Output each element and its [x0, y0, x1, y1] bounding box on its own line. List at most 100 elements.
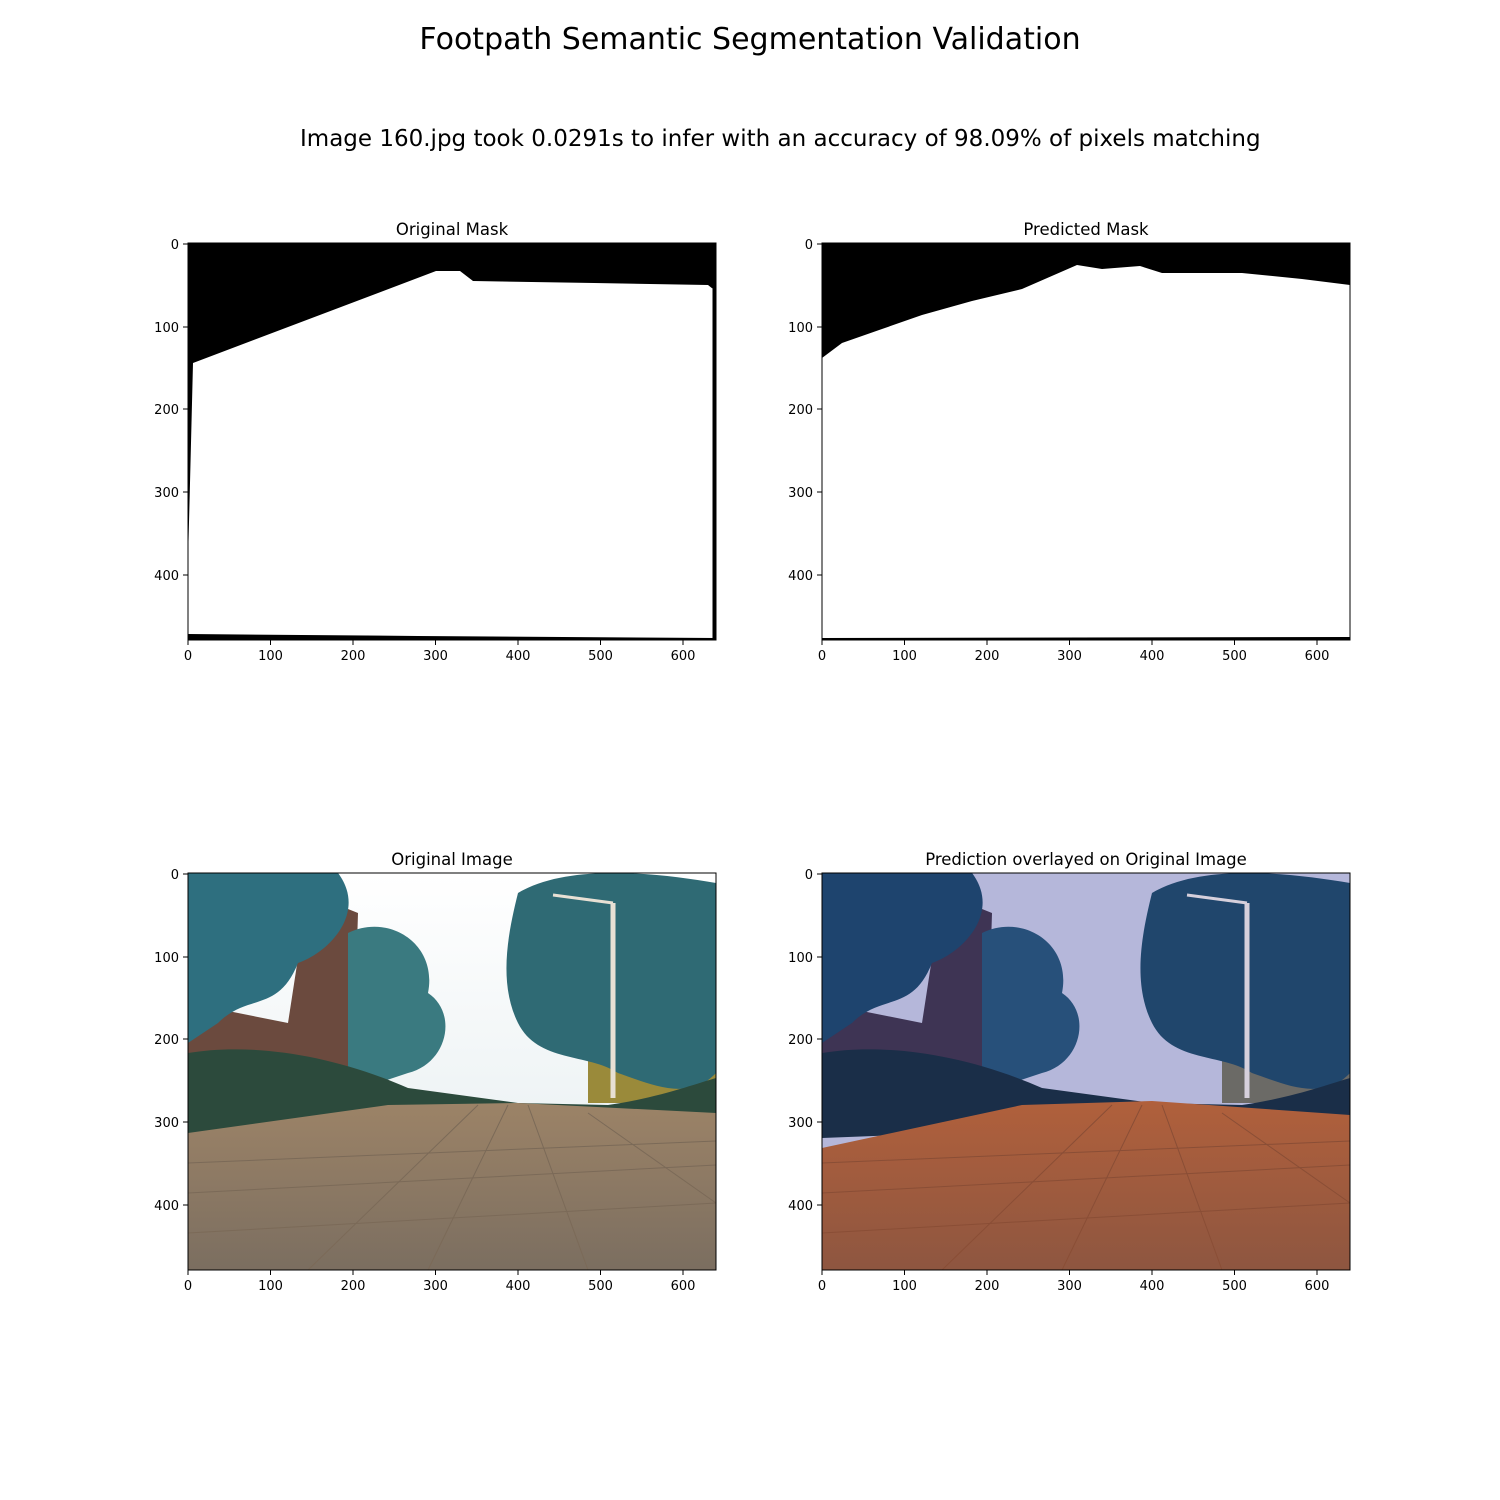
- x-tick: 100: [892, 640, 917, 664]
- x-axis: 0 100 200 300 400 500 600: [184, 1270, 696, 1294]
- axes-frame: [187, 872, 717, 1271]
- y-tick: 100: [788, 951, 822, 966]
- svg-text:200: 200: [154, 403, 179, 418]
- svg-text:200: 200: [341, 649, 366, 664]
- svg-text:600: 600: [671, 649, 696, 664]
- x-tick: 300: [1057, 1270, 1082, 1294]
- y-tick: 300: [154, 486, 188, 501]
- svg-text:0: 0: [805, 868, 813, 883]
- lamp-arm: [552, 893, 614, 905]
- y-tick: 200: [154, 1033, 188, 1048]
- footpath-region: [822, 265, 1350, 640]
- x-tick: 300: [423, 1270, 448, 1294]
- y-tick: 300: [788, 486, 822, 501]
- x-tick: 0: [184, 640, 192, 664]
- axes-original-mask: 0 100 200 300 400 500 600 0 100 200 300 …: [154, 238, 717, 664]
- y-tick: 300: [154, 1116, 188, 1131]
- svg-text:600: 600: [1305, 1279, 1330, 1294]
- x-axis: 0 100 200 300 400 500 600: [818, 640, 1330, 664]
- x-tick: 300: [423, 640, 448, 664]
- x-tick: 500: [588, 640, 613, 664]
- figure-title: Footpath Semantic Segmentation Validatio…: [419, 22, 1081, 57]
- svg-text:600: 600: [671, 1279, 696, 1294]
- svg-text:300: 300: [154, 486, 179, 501]
- svg-text:0: 0: [184, 1279, 192, 1294]
- y-tick: 100: [154, 951, 188, 966]
- panel-overlay-image: Prediction overlayed on Original Image: [788, 850, 1472, 1320]
- svg-text:300: 300: [1057, 649, 1082, 664]
- x-tick: 600: [1305, 1270, 1330, 1294]
- axes-overlay-image: 0 100 200 300 400 500 600 0 100 200 300 …: [788, 868, 1351, 1294]
- x-tick: 0: [184, 1270, 192, 1294]
- x-tick: 100: [258, 1270, 283, 1294]
- footpath-region: [188, 271, 713, 640]
- y-axis: 0 100 200 300 400: [788, 238, 822, 584]
- y-tick: 400: [154, 569, 188, 584]
- axes-original-image: 0 100 200 300 400 500 600 0 100 200 300 …: [154, 868, 717, 1294]
- svg-text:600: 600: [1305, 649, 1330, 664]
- y-tick: 300: [788, 1116, 822, 1131]
- trees-middle: [982, 926, 1080, 1093]
- paving-lines: [821, 1104, 1351, 1271]
- svg-text:500: 500: [588, 1279, 613, 1294]
- svg-text:100: 100: [892, 649, 917, 664]
- x-tick: 400: [506, 640, 531, 664]
- y-tick: 0: [805, 868, 822, 883]
- svg-text:200: 200: [788, 1033, 813, 1048]
- mask-bottom-strip: [188, 634, 716, 640]
- trees-left: [188, 873, 349, 1043]
- x-tick: 200: [341, 1270, 365, 1294]
- svg-text:100: 100: [788, 951, 813, 966]
- panel-title: Original Mask: [395, 220, 509, 239]
- x-tick: 500: [1222, 640, 1247, 664]
- svg-text:0: 0: [171, 238, 179, 253]
- svg-text:500: 500: [1222, 649, 1247, 664]
- x-tick: 0: [818, 640, 826, 664]
- panel-original-image: Original Image: [154, 850, 838, 1320]
- svg-text:200: 200: [788, 403, 813, 418]
- svg-text:300: 300: [423, 649, 448, 664]
- x-axis: 0 100 200 300 400 500 600: [184, 640, 696, 664]
- x-tick: 200: [975, 1270, 1000, 1294]
- svg-text:400: 400: [506, 649, 531, 664]
- mask-bottom-strip: [822, 637, 1350, 640]
- svg-text:500: 500: [1222, 1279, 1247, 1294]
- panel-original-mask: Original Mask 0 100 200 300 400 500 600 …: [154, 220, 838, 690]
- svg-text:300: 300: [423, 1279, 448, 1294]
- svg-text:100: 100: [892, 1279, 917, 1294]
- svg-text:300: 300: [1057, 1279, 1082, 1294]
- svg-text:100: 100: [154, 951, 179, 966]
- svg-text:400: 400: [154, 1199, 179, 1214]
- svg-text:300: 300: [788, 1116, 813, 1131]
- svg-text:300: 300: [788, 486, 813, 501]
- x-tick: 500: [588, 1270, 613, 1294]
- svg-text:0: 0: [818, 649, 826, 664]
- x-tick: 100: [892, 1270, 917, 1294]
- lamp-arm: [1186, 893, 1248, 905]
- svg-text:200: 200: [154, 1033, 179, 1048]
- y-axis: 0 100 200 300 400: [154, 868, 188, 1214]
- svg-text:100: 100: [258, 1279, 283, 1294]
- svg-text:200: 200: [975, 1279, 1000, 1294]
- svg-text:0: 0: [184, 649, 192, 664]
- svg-text:400: 400: [1140, 1279, 1165, 1294]
- x-tick: 400: [1140, 640, 1164, 664]
- axes-frame: [821, 242, 1351, 641]
- svg-text:200: 200: [975, 649, 1000, 664]
- svg-text:400: 400: [788, 1199, 813, 1214]
- svg-text:0: 0: [171, 868, 179, 883]
- y-tick: 400: [154, 1199, 188, 1214]
- y-axis: 0 100 200 300 400: [788, 868, 822, 1214]
- y-tick: 0: [171, 238, 188, 253]
- trees-left: [822, 873, 983, 1043]
- x-tick: 300: [1057, 640, 1082, 664]
- y-tick: 0: [171, 868, 188, 883]
- y-tick: 400: [788, 569, 822, 584]
- svg-text:100: 100: [258, 649, 283, 664]
- y-axis: 0 100 200 300 400: [154, 238, 188, 584]
- y-tick: 200: [788, 403, 822, 418]
- x-tick: 400: [506, 1270, 530, 1294]
- y-tick: 100: [788, 321, 822, 336]
- y-tick: 200: [788, 1033, 822, 1048]
- svg-text:100: 100: [788, 321, 813, 336]
